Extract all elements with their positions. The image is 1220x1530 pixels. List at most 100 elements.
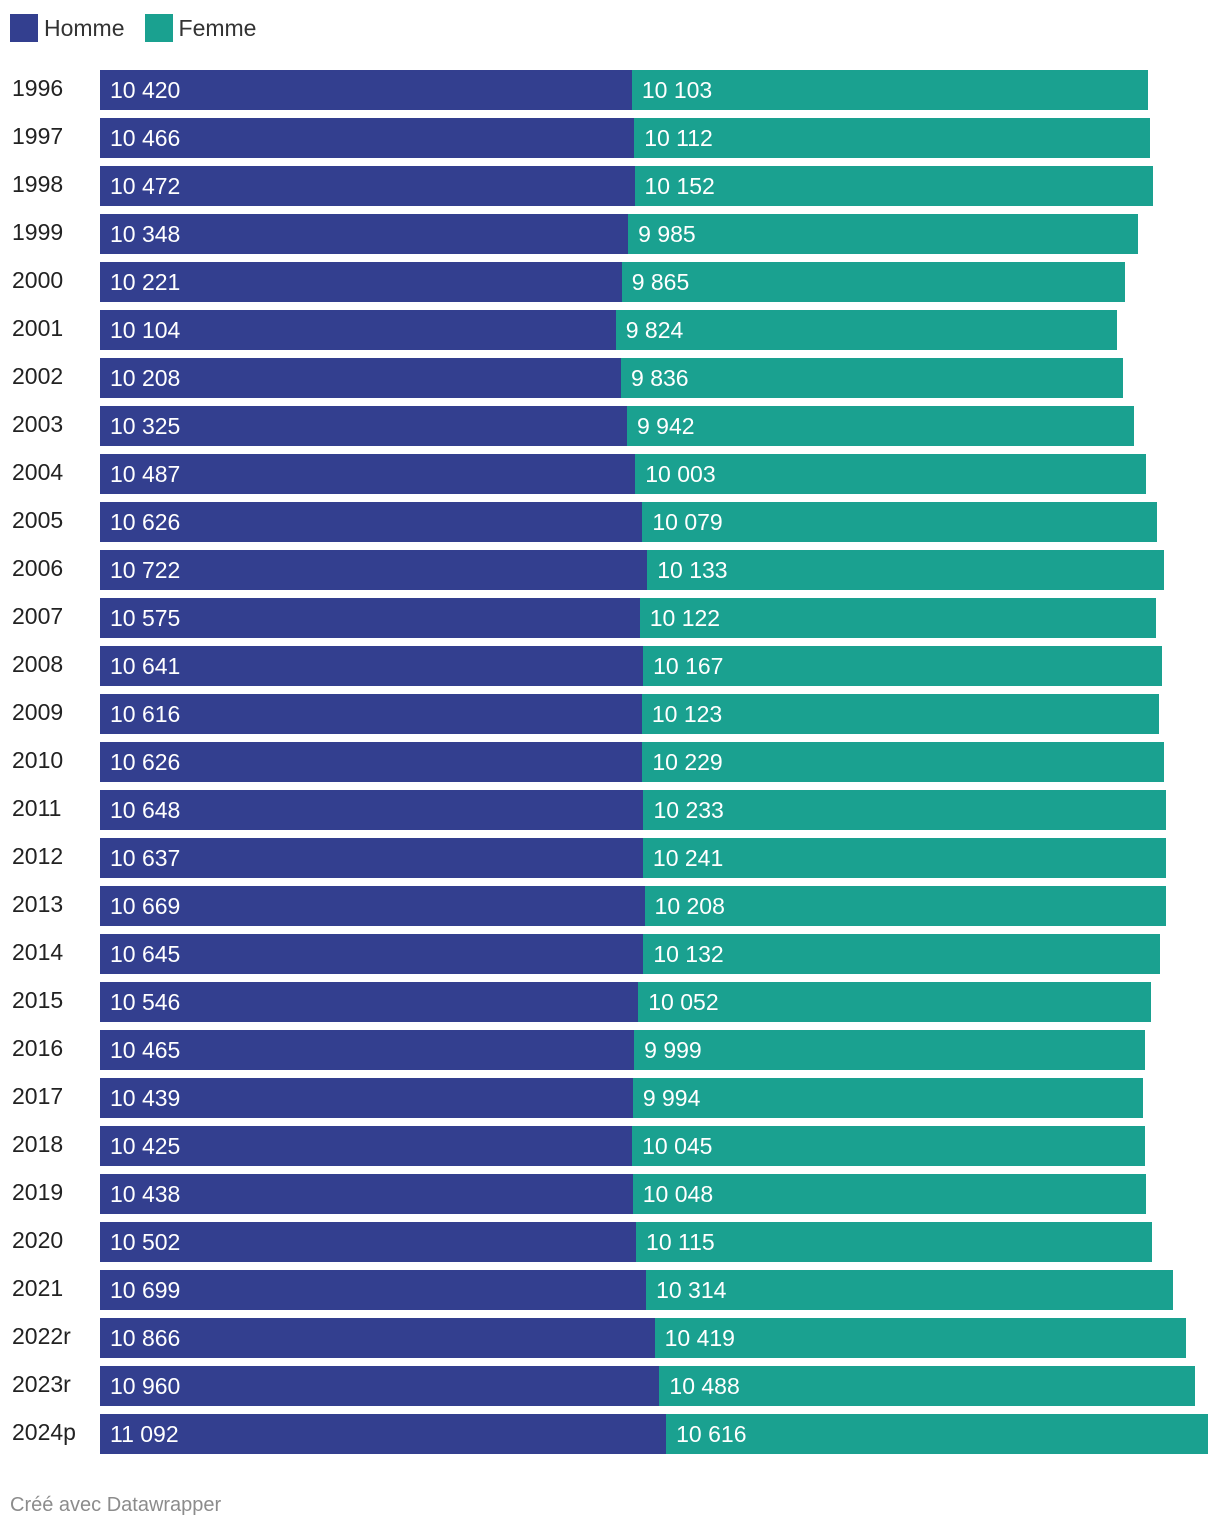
bar-femme-1996[interactable] [631, 70, 1148, 110]
value-label-homme-2016: 10 465 [110, 1037, 181, 1063]
bar-femme-2013[interactable] [644, 886, 1166, 926]
bar-homme-1996[interactable] [100, 70, 632, 110]
bar-homme-2023r[interactable] [100, 1366, 660, 1406]
bar-femme-2010[interactable] [642, 742, 1165, 782]
bar-femme-1999[interactable] [628, 214, 1138, 254]
value-label-femme-2012: 10 241 [652, 845, 724, 871]
year-label-1997: 1997 [12, 123, 64, 149]
bar-homme-2009[interactable] [100, 694, 642, 734]
bar-femme-2017[interactable] [632, 1078, 1143, 1118]
bar-femme-2018[interactable] [632, 1126, 1145, 1166]
year-label-2011: 2011 [12, 795, 62, 821]
legend-item-homme[interactable]: Homme [10, 14, 125, 42]
bar-femme-2004[interactable] [635, 454, 1146, 494]
bar-homme-2024p[interactable] [100, 1414, 667, 1454]
bar-homme-2006[interactable] [100, 550, 648, 590]
bar-homme-2019[interactable] [100, 1174, 633, 1214]
value-label-femme-1997: 10 112 [644, 125, 713, 151]
bar-femme-2014[interactable] [643, 934, 1161, 974]
bar-femme-2005[interactable] [642, 502, 1157, 542]
value-label-homme-2021: 10 699 [110, 1277, 181, 1303]
bar-homme-2003[interactable] [100, 406, 627, 446]
bar-femme-2006[interactable] [647, 550, 1165, 590]
bar-homme-2012[interactable] [100, 838, 643, 878]
bar-homme-2000[interactable] [100, 262, 622, 302]
bar-homme-2008[interactable] [100, 646, 644, 686]
bar-homme-1999[interactable] [100, 214, 629, 254]
value-label-homme-2001: 10 104 [110, 317, 181, 343]
bar-femme-2007[interactable] [639, 598, 1157, 638]
value-label-femme-2010: 10 229 [652, 749, 723, 775]
bar-homme-2020[interactable] [100, 1222, 637, 1262]
bar-homme-2016[interactable] [100, 1030, 635, 1070]
value-label-femme-2004: 10 003 [645, 461, 716, 487]
year-label-2005: 2005 [12, 507, 64, 533]
value-label-homme-2000: 10 221 [110, 269, 181, 295]
year-label-2018: 2018 [12, 1131, 64, 1157]
legend-label-femme: Femme [178, 14, 257, 41]
year-label-1998: 1998 [12, 171, 64, 197]
value-label-homme-2023r: 10 960 [110, 1373, 181, 1399]
value-label-homme-2017: 10 439 [110, 1085, 181, 1111]
bar-femme-2011[interactable] [643, 790, 1166, 830]
year-label-2017: 2017 [12, 1083, 64, 1109]
bar-femme-1998[interactable] [634, 166, 1153, 206]
legend-item-femme[interactable]: Femme [144, 14, 257, 42]
value-label-homme-2008: 10 641 [110, 653, 181, 679]
value-label-homme-2005: 10 626 [110, 509, 181, 535]
bar-homme-1998[interactable] [100, 166, 635, 206]
bar-femme-2023r[interactable] [659, 1366, 1195, 1406]
value-label-homme-2003: 10 325 [110, 413, 181, 439]
value-label-homme-2009: 10 616 [110, 701, 181, 727]
bar-femme-2016[interactable] [634, 1030, 1145, 1070]
bar-femme-2003[interactable] [626, 406, 1135, 446]
value-label-femme-1999: 9 985 [638, 221, 696, 247]
bar-homme-2001[interactable] [100, 310, 616, 350]
bar-femme-2019[interactable] [632, 1174, 1146, 1214]
bar-femme-2009[interactable] [641, 694, 1159, 734]
bar-homme-2007[interactable] [100, 598, 640, 638]
bar-femme-2000[interactable] [621, 262, 1126, 302]
year-label-2021: 2021 [12, 1275, 64, 1301]
bar-homme-2004[interactable] [100, 454, 636, 494]
bar-homme-2021[interactable] [100, 1270, 647, 1310]
bar-homme-2015[interactable] [100, 982, 639, 1022]
bar-homme-2017[interactable] [100, 1078, 633, 1118]
bar-homme-2022r[interactable] [100, 1318, 655, 1358]
year-label-2023r: 2023r [12, 1371, 71, 1397]
bar-femme-2021[interactable] [646, 1270, 1173, 1310]
bar-homme-2014[interactable] [100, 934, 644, 974]
bar-femme-2024p[interactable] [666, 1414, 1208, 1454]
bar-femme-2012[interactable] [642, 838, 1166, 878]
value-label-homme-2007: 10 575 [110, 605, 181, 631]
bar-femme-2022r[interactable] [654, 1318, 1187, 1358]
bar-homme-2018[interactable] [100, 1126, 633, 1166]
bar-homme-2002[interactable] [100, 358, 622, 398]
bar-homme-1997[interactable] [100, 118, 635, 158]
value-label-femme-2009: 10 123 [651, 701, 723, 727]
value-label-femme-2020: 10 115 [646, 1229, 715, 1255]
bar-femme-1997[interactable] [634, 118, 1151, 158]
bar-homme-2010[interactable] [100, 742, 643, 782]
bar-femme-2020[interactable] [636, 1222, 1153, 1262]
bar-homme-2005[interactable] [100, 502, 643, 542]
value-label-homme-2022r: 10 866 [110, 1325, 181, 1351]
bar-femme-2002[interactable] [621, 358, 1124, 398]
year-label-1996: 1996 [12, 75, 64, 101]
credit-text[interactable]: Créé avec Datawrapper [10, 1494, 222, 1516]
value-label-femme-2005: 10 079 [652, 509, 723, 535]
year-label-1999: 1999 [12, 219, 64, 245]
bar-femme-2001[interactable] [615, 310, 1118, 350]
bar-homme-2011[interactable] [100, 790, 644, 830]
legend-swatch-homme [10, 14, 38, 42]
value-label-femme-2022r: 10 419 [664, 1325, 735, 1351]
legend-label-homme: Homme [44, 14, 125, 41]
bar-femme-2015[interactable] [638, 982, 1152, 1022]
bar-femme-2008[interactable] [643, 646, 1163, 686]
year-label-2014: 2014 [12, 939, 64, 965]
value-label-homme-2010: 10 626 [110, 749, 181, 775]
bar-homme-2013[interactable] [100, 886, 645, 926]
year-label-2010: 2010 [12, 747, 64, 773]
value-label-femme-2018: 10 045 [642, 1133, 713, 1159]
year-label-2015: 2015 [12, 987, 64, 1013]
